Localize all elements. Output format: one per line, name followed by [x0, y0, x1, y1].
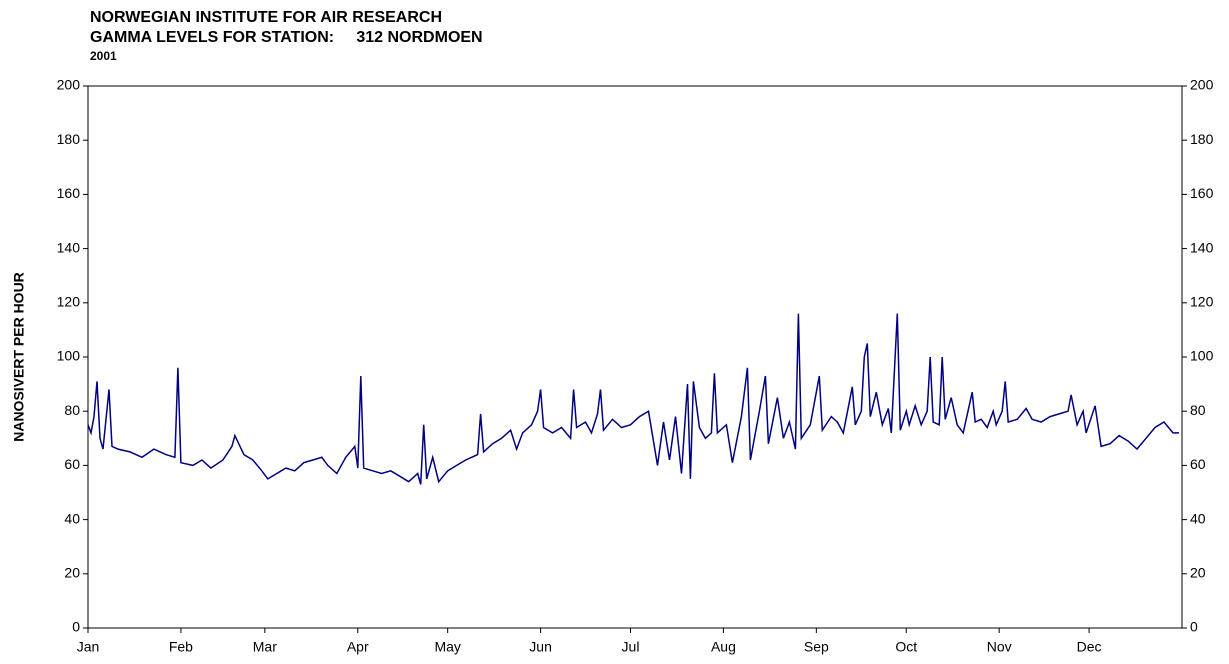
y-axis-label: NANOSIVERT PER HOUR	[11, 272, 27, 442]
y-tick-label: 180	[57, 131, 81, 147]
plot-frame	[87, 85, 1183, 629]
x-tick-label: Oct	[895, 639, 917, 655]
y2-tick-label: 20	[1190, 565, 1206, 581]
chart-subtitle: GAMMA LEVELS FOR STATION: 312 NORDMOEN	[90, 29, 483, 46]
x-tick-label: Jul	[622, 639, 640, 655]
y-tick-label: 100	[57, 348, 81, 364]
y-tick-label: 200	[57, 77, 81, 93]
x-tick-label: May	[434, 639, 460, 655]
x-tick-label: Aug	[711, 639, 736, 655]
y2-tick-label: 80	[1190, 402, 1206, 418]
data-line	[87, 313, 1179, 485]
y-tick-label: 60	[64, 456, 80, 472]
x-tick-label: Apr	[347, 639, 369, 655]
x-tick-label: Dec	[1077, 639, 1102, 655]
year-label: 2001	[90, 49, 117, 63]
x-tick-label: Sep	[804, 639, 829, 655]
y2-tick-label: 200	[1190, 77, 1214, 93]
y-tick-label: 160	[57, 185, 81, 201]
x-tick-label: Mar	[253, 639, 277, 655]
y2-tick-label: 140	[1190, 239, 1214, 255]
y2-tick-label: 100	[1190, 348, 1214, 364]
x-tick-label: Jun	[529, 639, 552, 655]
y2-tick-label: 0	[1190, 619, 1198, 635]
x-tick-label: Feb	[169, 639, 193, 655]
y-tick-label: 0	[72, 619, 80, 635]
x-tick-label: Nov	[987, 639, 1012, 655]
x-tick-label: Jan	[77, 639, 100, 655]
y-tick-label: 120	[57, 294, 81, 310]
y-tick-label: 20	[64, 565, 80, 581]
chart-title: NORWEGIAN INSTITUTE FOR AIR RESEARCH	[90, 9, 442, 26]
y-tick-label: 140	[57, 239, 81, 255]
y2-tick-label: 40	[1190, 510, 1206, 526]
y2-tick-label: 160	[1190, 185, 1214, 201]
y2-tick-label: 120	[1190, 294, 1214, 310]
y-tick-label: 40	[64, 510, 80, 526]
y2-tick-label: 60	[1190, 456, 1206, 472]
y-tick-label: 80	[64, 402, 80, 418]
y2-tick-label: 180	[1190, 131, 1214, 147]
